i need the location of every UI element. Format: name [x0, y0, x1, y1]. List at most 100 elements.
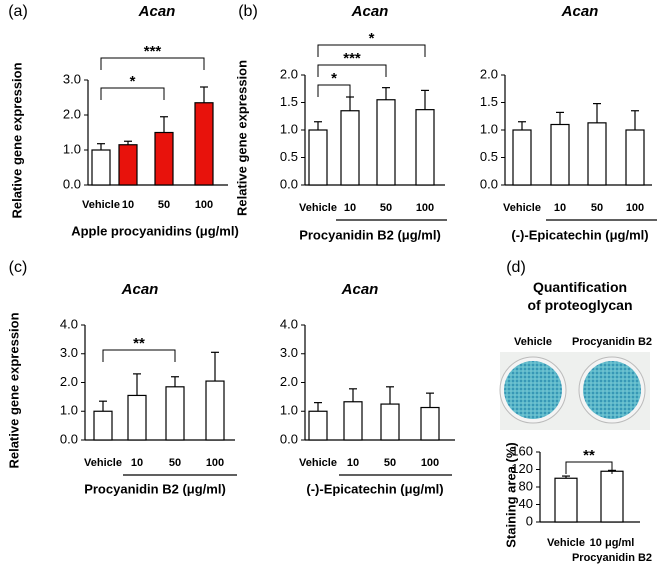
chart-title: Acan	[138, 3, 176, 20]
y-tick-label: 0.0	[60, 431, 78, 446]
y-tick-label: 40	[519, 496, 533, 511]
x-tick-label: 10	[347, 457, 359, 469]
y-tick-label: 0.0	[280, 431, 298, 446]
x-tick-label: 50	[380, 202, 392, 214]
y-axis-label: Relative gene expression	[9, 62, 24, 218]
y-tick-label: 80	[519, 478, 533, 493]
chart-title: Acan	[341, 281, 379, 298]
x-tick-label: 50	[591, 202, 603, 214]
bar	[512, 129, 532, 186]
panel-label: (d)	[506, 259, 526, 276]
bar	[118, 144, 138, 186]
panel-label: (a)	[8, 3, 28, 20]
chart-title: Acan	[121, 281, 159, 298]
chart-title: Acan	[351, 3, 389, 20]
bar	[93, 410, 113, 441]
significance-bracket	[102, 349, 176, 362]
x-tick-label: Vehicle	[82, 199, 120, 211]
chart-title: Quantification of proteoglycan	[527, 279, 632, 313]
panel-label: (c)	[9, 259, 28, 276]
significance-bracket	[317, 44, 426, 57]
x-axis-label: (-)-Epicatechin (μg/ml)	[511, 227, 648, 242]
significance-label: **	[583, 447, 595, 464]
x-tick-label: Vehicle	[503, 202, 541, 214]
bar	[550, 123, 570, 186]
significance-bracket	[317, 64, 387, 77]
bar	[165, 386, 185, 441]
significance-label: *	[331, 70, 337, 87]
bar	[376, 99, 396, 186]
x-tick-label: 10 μg/ml Procyanidin B2	[572, 537, 652, 564]
bar	[127, 394, 147, 441]
significance-label: **	[133, 335, 145, 352]
y-tick-label: 3.0	[280, 345, 298, 360]
y-tick-label: 1.0	[480, 121, 498, 136]
y-tick-label: 1.5	[280, 94, 298, 109]
x-tick-label: Vehicle	[84, 457, 122, 469]
x-axis-label: (-)-Epicatechin (μg/ml)	[306, 481, 443, 496]
x-tick-label: 50	[384, 457, 396, 469]
y-axis-label: Relative gene expression	[234, 60, 249, 216]
bar	[194, 102, 214, 186]
x-tick-label: Vehicle	[547, 537, 585, 549]
significance-bracket	[317, 84, 351, 97]
y-tick-label: 160	[511, 443, 533, 458]
y-tick-label: 3.0	[60, 345, 78, 360]
y-tick-label: 4.0	[280, 316, 298, 331]
bar	[91, 149, 111, 186]
y-axis-label: Relative gene expression	[6, 312, 21, 468]
y-tick-label: 4.0	[60, 316, 78, 331]
x-tick-label: 10	[554, 202, 566, 214]
y-tick-label: 2.0	[63, 106, 81, 121]
significance-bracket	[100, 87, 165, 100]
significance-bracket	[565, 461, 613, 474]
x-tick-label: 10	[131, 457, 143, 469]
y-tick-label: 0	[526, 513, 533, 528]
x-tick-label: 10	[122, 199, 134, 211]
y-tick-label: 0.5	[280, 149, 298, 164]
y-tick-label: 1.0	[63, 141, 81, 156]
bar	[415, 109, 435, 186]
x-tick-label: 50	[158, 199, 170, 211]
significance-label: ***	[343, 50, 361, 67]
x-axis-label: Procyanidin B2 (μg/ml)	[84, 481, 226, 496]
x-axis-label: Apple procyanidins (μg/ml)	[71, 223, 239, 238]
bar	[380, 403, 400, 441]
bar	[308, 129, 328, 186]
x-tick-label: 100	[626, 202, 644, 214]
y-tick-label: 3.0	[63, 71, 81, 86]
x-tick-label: 100	[195, 199, 213, 211]
y-tick-label: 1.5	[480, 94, 498, 109]
x-axis-label: Procyanidin B2 (μg/ml)	[299, 227, 441, 242]
bar	[554, 477, 578, 523]
x-tick-label: Vehicle	[299, 202, 337, 214]
y-tick-label: 2.0	[280, 374, 298, 389]
bar	[343, 401, 363, 441]
significance-label: ***	[144, 43, 162, 60]
bar	[587, 122, 607, 186]
dish-procyanidin	[583, 361, 641, 419]
y-tick-label: 0.0	[480, 176, 498, 191]
x-tick-label: 50	[169, 457, 181, 469]
image-label: Vehicle	[514, 336, 552, 348]
bar	[205, 380, 225, 441]
bar	[625, 129, 645, 186]
y-tick-label: 0.5	[480, 149, 498, 164]
chart-title: Acan	[561, 3, 599, 20]
x-tick-label: Vehicle	[299, 457, 337, 469]
panel-label: (b)	[238, 3, 258, 20]
y-tick-label: 0.0	[280, 176, 298, 191]
bar	[154, 131, 174, 186]
x-tick-label: 100	[416, 202, 434, 214]
x-tick-label: 10	[344, 202, 356, 214]
x-tick-label: 100	[206, 457, 224, 469]
y-tick-label: 1.0	[280, 121, 298, 136]
dish-vehicle	[504, 361, 562, 419]
bar	[340, 110, 360, 186]
y-tick-label: 2.0	[480, 66, 498, 81]
bar	[308, 410, 328, 441]
x-tick-label: 100	[421, 457, 439, 469]
significance-label: *	[130, 73, 136, 90]
